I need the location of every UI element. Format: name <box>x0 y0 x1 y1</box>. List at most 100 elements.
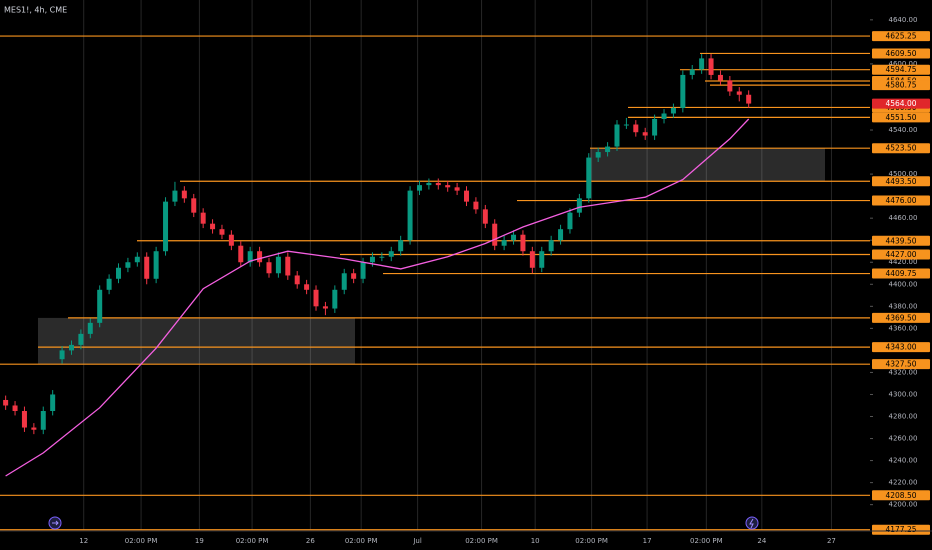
candle-body <box>257 251 263 263</box>
level-label: 4177.25 <box>885 525 916 534</box>
icon-glyph <box>52 520 59 526</box>
candle-body <box>172 190 178 202</box>
y-tick-label: 4500.00 <box>889 170 918 178</box>
candle-body <box>727 80 733 92</box>
candle-body <box>116 267 122 279</box>
level-label: 4551.50 <box>885 113 916 122</box>
x-tick-label: 02:00 PM <box>575 537 608 545</box>
level-label: 4369.50 <box>885 313 916 322</box>
candle-body <box>360 262 366 279</box>
icon-glyph <box>749 518 754 529</box>
level-label-box <box>872 143 930 154</box>
candle-body <box>642 132 648 136</box>
candle-body <box>482 209 488 224</box>
candle-body <box>539 251 545 268</box>
candle-body <box>181 190 187 199</box>
level-label: 4609.50 <box>885 49 916 58</box>
candle-body <box>670 107 676 114</box>
y-tick-label: 4400.00 <box>889 280 918 288</box>
candle-body <box>275 256 281 274</box>
level-label-box <box>872 112 930 123</box>
zone <box>590 148 825 182</box>
y-tick-label: 4540.00 <box>889 126 918 134</box>
candle-body <box>623 124 629 126</box>
candles <box>3 53 752 435</box>
level-label: 4409.75 <box>885 269 916 278</box>
candle-body <box>558 229 564 241</box>
candle-body <box>294 275 300 285</box>
candle-body <box>59 350 65 360</box>
candle-body <box>341 273 347 290</box>
candle-body <box>369 256 375 263</box>
candle-body <box>492 223 498 246</box>
candle-body <box>304 284 310 290</box>
candle-body <box>191 198 197 213</box>
x-tick-label: 26 <box>306 537 315 545</box>
y-tick-label: 4460.00 <box>889 214 918 222</box>
x-tick-label: 12 <box>79 537 88 545</box>
candle-body <box>163 201 169 252</box>
x-tick-label: 27 <box>827 537 836 545</box>
candle-body <box>520 234 526 252</box>
candle-body <box>398 240 404 252</box>
x-tick-label: 02:00 PM <box>345 537 378 545</box>
level-label: 4427.00 <box>885 250 916 259</box>
y-tick-label: 4380.00 <box>889 302 918 310</box>
candle-body <box>134 256 140 263</box>
candle-body <box>445 185 451 188</box>
candle-body <box>586 157 592 199</box>
level-label: 4493.50 <box>885 177 916 186</box>
level-label: 4594.75 <box>885 65 916 74</box>
moving-average-line <box>5 118 750 477</box>
level-label: 4343.00 <box>885 343 916 352</box>
x-tick-label: 02:00 PM <box>236 537 269 545</box>
candle-body <box>50 394 56 411</box>
x-tick-label: 24 <box>757 537 766 545</box>
candle-body <box>595 152 601 158</box>
y-tick-label: 4420.00 <box>889 258 918 266</box>
candle-body <box>548 240 554 252</box>
candle-body <box>576 198 582 213</box>
candle-body <box>614 124 620 147</box>
candle-body <box>21 410 27 428</box>
candle-body <box>238 245 244 263</box>
candle-body <box>210 223 216 230</box>
event-icon[interactable] <box>745 516 759 530</box>
level-label-box <box>872 524 930 535</box>
candle-body <box>247 251 253 263</box>
session-icon[interactable] <box>48 516 62 530</box>
level-label: 4580.75 <box>885 81 916 90</box>
axes: 12 02:00 PM 19 02:00 PM 26 02:00 PM Jul 02:00 P… <box>79 16 930 545</box>
candle-body <box>97 289 103 323</box>
candle-body <box>106 278 112 290</box>
candle-body <box>661 113 667 120</box>
candle-body <box>87 322 93 334</box>
level-label-box <box>872 64 930 75</box>
x-tick-label: 10 <box>531 537 540 545</box>
candle-body <box>125 262 131 268</box>
candle-body <box>464 190 470 202</box>
zone <box>38 317 355 365</box>
x-tick-label: 02:00 PM <box>465 537 498 545</box>
icon[interactable] <box>745 516 759 530</box>
level-label-box <box>872 48 930 59</box>
level-label: 4439.50 <box>885 236 916 245</box>
candle-body <box>746 94 752 104</box>
candle-body <box>322 306 328 309</box>
candle-body <box>407 190 413 241</box>
candle-body <box>473 201 479 210</box>
candle-body <box>388 251 394 257</box>
level-label: 4327.50 <box>885 360 916 369</box>
price-label: 4564.00 <box>885 99 916 108</box>
zones <box>38 148 825 365</box>
level-label-box <box>872 80 930 91</box>
candle-body <box>633 124 639 133</box>
candle-body <box>68 344 74 351</box>
level-label-box <box>872 235 930 246</box>
candle-body <box>78 333 84 345</box>
candle-body <box>501 240 507 246</box>
x-tick-label: 02:00 PM <box>690 537 723 545</box>
candle-body <box>454 187 460 191</box>
y-tick-label: 4640.00 <box>889 16 918 24</box>
